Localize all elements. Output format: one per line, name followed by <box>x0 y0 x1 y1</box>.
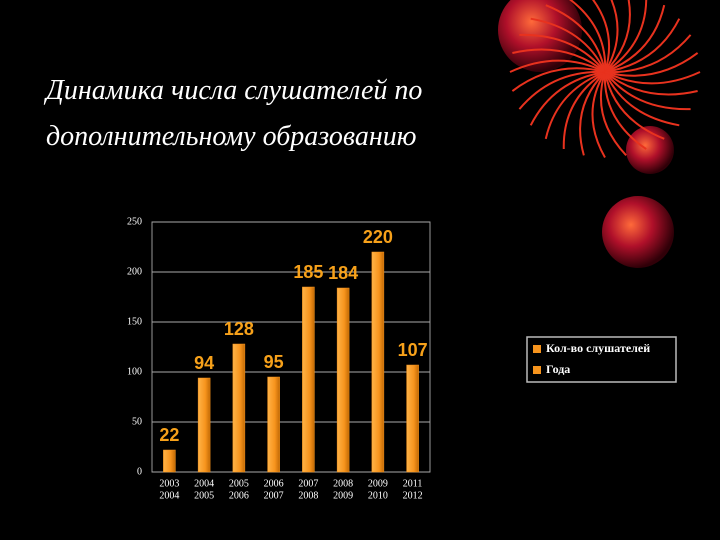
ray <box>604 4 666 73</box>
ray <box>562 71 606 150</box>
y-tick-label: 200 <box>127 266 142 277</box>
ray <box>529 71 606 126</box>
x-tick-label: 2010 <box>368 490 388 501</box>
legend-swatch <box>533 366 541 374</box>
legend-label: Года <box>546 362 570 376</box>
ray <box>604 71 665 140</box>
bar <box>302 286 315 473</box>
ray <box>545 4 606 73</box>
ray <box>604 52 699 77</box>
ray <box>604 71 680 127</box>
value-label: 107 <box>398 340 428 360</box>
legend <box>526 336 677 383</box>
ray <box>519 33 606 73</box>
ray <box>603 71 647 150</box>
ray <box>591 71 606 158</box>
value-label: 95 <box>264 352 284 372</box>
x-tick-label: 2004 <box>159 490 179 501</box>
x-tick-label: 2005 <box>194 490 214 501</box>
x-tick-label: 2007 <box>264 490 284 501</box>
slide-title: Динамика числа слушателей по дополнитель… <box>46 75 423 152</box>
ray <box>568 0 607 73</box>
x-tick-label: 2005 <box>229 478 249 489</box>
ray <box>518 70 606 110</box>
decoration <box>498 0 701 268</box>
ray <box>591 0 611 73</box>
y-tick-label: 100 <box>127 366 142 377</box>
x-tick-label: 2008 <box>333 478 353 489</box>
x-tick-label: 2007 <box>298 478 318 489</box>
legend-swatch <box>533 345 541 353</box>
value-label: 185 <box>293 262 323 282</box>
bar <box>371 251 385 473</box>
y-tick-label: 150 <box>127 316 142 327</box>
ray <box>604 34 692 74</box>
x-tick-label: 2012 <box>403 490 423 501</box>
x-tick-label: 2003 <box>159 478 179 489</box>
bar <box>406 364 419 473</box>
legend-label: Кол-во слушателей <box>546 341 650 355</box>
ray <box>604 71 691 111</box>
ray <box>604 0 648 73</box>
x-tick-label: 2008 <box>298 490 318 501</box>
ray <box>604 71 701 85</box>
y-tick-label: 0 <box>137 466 142 477</box>
x-tick-label: 2009 <box>333 490 353 501</box>
bar <box>197 377 211 473</box>
plot-border <box>151 221 431 473</box>
bar <box>232 343 246 473</box>
ray <box>512 48 606 73</box>
ray <box>604 0 619 73</box>
ray <box>544 71 606 140</box>
ray <box>579 71 606 156</box>
value-label: 128 <box>224 319 254 339</box>
bar <box>267 376 280 473</box>
bar <box>163 449 176 473</box>
ray <box>604 18 681 73</box>
bar <box>336 287 350 473</box>
x-tick-label: 2004 <box>194 478 214 489</box>
value-label: 94 <box>194 353 214 373</box>
x-tick-label: 2006 <box>264 478 284 489</box>
ray <box>509 59 606 73</box>
value-label: 184 <box>328 263 358 283</box>
ray <box>530 17 606 73</box>
ray <box>604 71 698 96</box>
value-label: 22 <box>159 425 179 445</box>
ray <box>599 71 627 157</box>
y-tick-label: 250 <box>127 216 142 227</box>
x-tick-label: 2006 <box>229 490 249 501</box>
y-tick-label: 50 <box>132 416 142 427</box>
legend-box <box>526 336 677 383</box>
ray <box>511 67 606 92</box>
x-tick-label: 2011 <box>403 478 423 489</box>
ray <box>604 0 631 73</box>
value-label: 220 <box>363 227 393 247</box>
x-tick-label: 2009 <box>368 478 388 489</box>
